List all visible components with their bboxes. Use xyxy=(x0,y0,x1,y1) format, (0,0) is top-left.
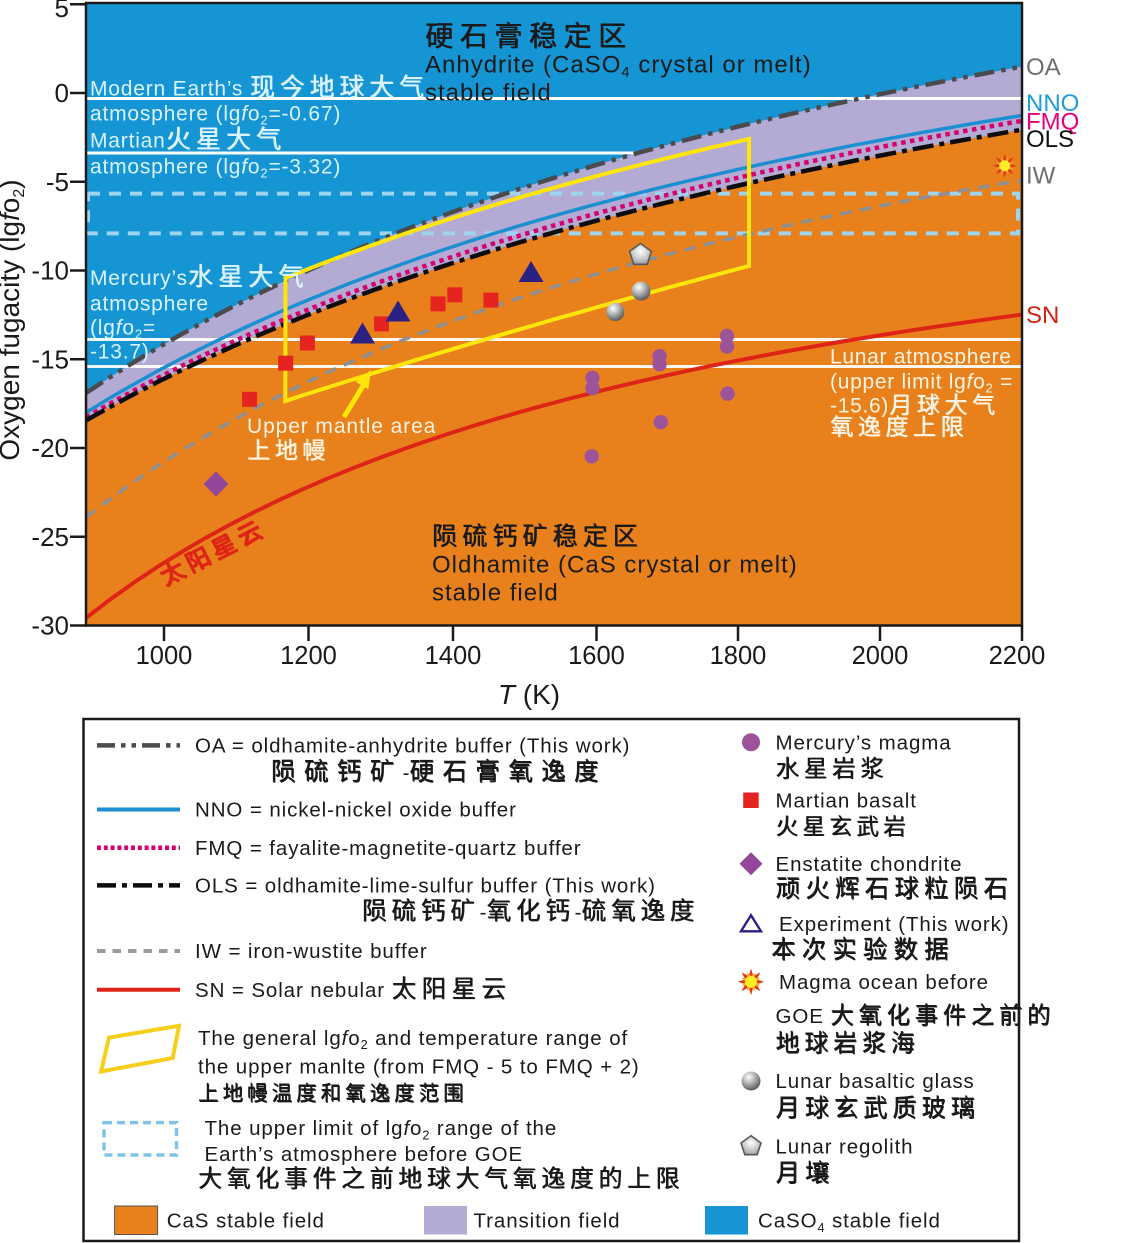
svg-text:NNO = nickel-nickel oxide buff: NNO = nickel-nickel oxide buffer xyxy=(195,799,517,822)
svg-text:Upper mantle area: Upper mantle area xyxy=(247,415,436,438)
svg-text:-30: -30 xyxy=(31,611,69,641)
svg-text:月球玄武质玻璃: 月球玄武质玻璃 xyxy=(776,1096,980,1123)
svg-text:1400: 1400 xyxy=(425,642,482,670)
svg-text:硬石膏稳定区: 硬石膏稳定区 xyxy=(426,21,634,52)
svg-text:stable field: stable field xyxy=(425,79,552,106)
svg-text:月球玄武质玻璃: 月球玄武质玻璃 xyxy=(776,1095,980,1122)
svg-text:上地幔: 上地幔 xyxy=(248,438,331,464)
svg-text:1000: 1000 xyxy=(136,642,193,670)
svg-text:水星岩浆: 水星岩浆 xyxy=(776,756,889,782)
svg-text:atmosphere (lgfo2=-0.67): atmosphere (lgfo2=-0.67) xyxy=(90,102,341,127)
svg-text:顽火辉石球粒陨石: 顽火辉石球粒陨石 xyxy=(776,875,1014,903)
svg-text:atmosphere (lgfo2=-3.32): atmosphere (lgfo2=-3.32) xyxy=(90,155,341,180)
svg-text:Magma ocean before: Magma ocean before xyxy=(779,971,989,994)
svg-text:Oxygen fugacity (lgfo2): Oxygen fugacity (lgfo2) xyxy=(0,179,28,460)
svg-text:FMQ: FMQ xyxy=(1026,108,1079,135)
svg-text:CaS stable field: CaS stable field xyxy=(167,1210,325,1233)
svg-text:大氧化事件之前地球大气氧逸度的上限: 大氧化事件之前地球大气氧逸度的上限 xyxy=(199,1166,685,1193)
svg-text:硬石膏稳定区: 硬石膏稳定区 xyxy=(425,20,633,51)
svg-text:Lunar basaltic glass: Lunar basaltic glass xyxy=(776,1070,975,1093)
svg-text:1800: 1800 xyxy=(710,642,767,670)
svg-text:-10: -10 xyxy=(31,256,69,286)
svg-text:SN: SN xyxy=(1026,302,1059,329)
svg-text:-25: -25 xyxy=(31,522,69,552)
svg-text:IW: IW xyxy=(1026,162,1056,189)
svg-text:大氧化事件之前地球大气氧逸度的上限: 大氧化事件之前地球大气氧逸度的上限 xyxy=(198,1165,684,1192)
svg-text:月壤: 月壤 xyxy=(776,1159,835,1187)
svg-text:月壤: 月壤 xyxy=(776,1160,835,1188)
svg-text:Mercury’s magma: Mercury’s magma xyxy=(776,732,952,755)
svg-text:氧逸度上限: 氧逸度上限 xyxy=(830,413,968,439)
svg-text:OA = oldhamite-anhydrite buffe: OA = oldhamite-anhydrite buffer (This wo… xyxy=(195,735,630,758)
svg-text:OA: OA xyxy=(1026,54,1061,81)
svg-text:OLS: OLS xyxy=(1026,126,1074,153)
svg-text:水星岩浆: 水星岩浆 xyxy=(776,755,889,781)
svg-text:1200: 1200 xyxy=(280,642,337,670)
svg-text:上地幔温度和氧逸度范围: 上地幔温度和氧逸度范围 xyxy=(198,1082,468,1105)
svg-text:Earth’s atmosphere before GOE: Earth’s atmosphere before GOE xyxy=(205,1143,524,1166)
svg-text:火星玄武岩: 火星玄武岩 xyxy=(776,814,911,839)
svg-text:-5: -5 xyxy=(46,167,69,197)
svg-text:本次实验数据: 本次实验数据 xyxy=(771,936,955,964)
svg-text:(lgfo2=: (lgfo2= xyxy=(90,316,156,341)
svg-text:GOE 大氧化事件之前的: GOE 大氧化事件之前的 xyxy=(776,1002,1056,1028)
svg-text:顽火辉石球粒陨石: 顽火辉石球粒陨石 xyxy=(776,875,1014,903)
svg-text:Enstatite chondrite: Enstatite chondrite xyxy=(776,853,963,876)
svg-text:陨硫钙矿稳定区: 陨硫钙矿稳定区 xyxy=(432,522,643,550)
svg-text:-15: -15 xyxy=(31,344,69,374)
svg-text:Modern Earth’s 现今地球大气: Modern Earth’s 现今地球大气 xyxy=(91,74,430,102)
svg-text:Mercury’s水星大气: Mercury’s水星大气 xyxy=(91,264,309,292)
svg-text:-15.6)月球大气: -15.6)月球大气 xyxy=(830,391,999,417)
svg-text:2000: 2000 xyxy=(852,642,909,670)
svg-text:陨硫钙矿-硬石膏氧逸度: 陨硫钙矿-硬石膏氧逸度 xyxy=(272,758,608,786)
svg-text:Experiment (This work): Experiment (This work) xyxy=(779,913,1010,936)
svg-text:陨硫钙矿稳定区: 陨硫钙矿稳定区 xyxy=(433,523,644,551)
svg-text:the upper manlte (from FMQ - 5: the upper manlte (from FMQ - 5 to FMQ + … xyxy=(198,1055,640,1078)
svg-text:Transition field: Transition field xyxy=(474,1210,621,1233)
svg-text:火星玄武岩: 火星玄武岩 xyxy=(776,815,911,840)
svg-text:T (K): T (K) xyxy=(498,679,560,710)
svg-text:氧逸度上限: 氧逸度上限 xyxy=(831,414,969,440)
svg-text:Martian火星大气: Martian火星大气 xyxy=(90,125,286,153)
svg-text:SN = Solar nebular 太阳星云: SN = Solar nebular 太阳星云 xyxy=(196,976,512,1004)
svg-text:Oldhamite (CaS crystal or melt: Oldhamite (CaS crystal or melt) xyxy=(432,551,798,578)
svg-text:atmosphere: atmosphere xyxy=(90,292,209,315)
svg-text:上地幔温度和氧逸度范围: 上地幔温度和氧逸度范围 xyxy=(199,1083,469,1106)
svg-text:2200: 2200 xyxy=(989,642,1046,670)
svg-text:stable field: stable field xyxy=(432,579,559,606)
svg-text:上地幔: 上地幔 xyxy=(247,437,330,463)
svg-text:1600: 1600 xyxy=(568,642,625,670)
svg-text:Anhydrite (CaSO4 crystal or me: Anhydrite (CaSO4 crystal or melt) xyxy=(425,51,812,81)
svg-text:0: 0 xyxy=(55,78,69,108)
svg-text:Lunar regolith: Lunar regolith xyxy=(776,1135,914,1158)
svg-text:-13.7): -13.7) xyxy=(90,340,150,363)
svg-text:Mercury’s水星大气: Mercury’s水星大气 xyxy=(90,263,308,291)
svg-text:Martian火星大气: Martian火星大气 xyxy=(91,126,287,154)
svg-text:The general lgfo2 and temperat: The general lgfo2 and temperature range … xyxy=(198,1027,628,1052)
svg-text:5: 5 xyxy=(55,0,69,23)
svg-text:CaSO4 stable field: CaSO4 stable field xyxy=(758,1210,941,1235)
svg-text:-15.6)月球大气: -15.6)月球大气 xyxy=(831,392,1000,418)
svg-text:-20: -20 xyxy=(31,433,69,463)
svg-text:陨硫钙矿-氧化钙-硫氧逸度: 陨硫钙矿-氧化钙-硫氧逸度 xyxy=(362,897,699,925)
svg-text:IW = iron-wustite buffer: IW = iron-wustite buffer xyxy=(195,940,428,963)
svg-text:SN = Solar nebular 太阳星云: SN = Solar nebular 太阳星云 xyxy=(195,975,511,1003)
svg-text:GOE 大氧化事件之前的: GOE 大氧化事件之前的 xyxy=(776,1003,1056,1029)
svg-text:地球岩浆海: 地球岩浆海 xyxy=(776,1030,920,1057)
svg-text:本次实验数据: 本次实验数据 xyxy=(772,936,956,964)
svg-text:The upper limit of lgfo2 range: The upper limit of lgfo2 range of the xyxy=(205,1117,558,1142)
svg-text:地球岩浆海: 地球岩浆海 xyxy=(776,1031,920,1058)
svg-text:OLS = oldhamite-lime-sulfur bu: OLS = oldhamite-lime-sulfur buffer (This… xyxy=(195,875,656,898)
svg-text:Lunar atmosphere: Lunar atmosphere xyxy=(830,345,1012,368)
svg-text:Martian basalt: Martian basalt xyxy=(776,790,917,813)
svg-text:陨硫钙矿-氧化钙-硫氧逸度: 陨硫钙矿-氧化钙-硫氧逸度 xyxy=(363,898,700,926)
svg-text:NNO: NNO xyxy=(1026,90,1079,117)
svg-text:FMQ = fayalite-magnetite-quart: FMQ = fayalite-magnetite-quartz buffer xyxy=(195,837,581,860)
svg-text:陨硫钙矿-硬石膏氧逸度: 陨硫钙矿-硬石膏氧逸度 xyxy=(271,758,607,786)
svg-text:(upper limit lgfo2 =: (upper limit lgfo2 = xyxy=(830,370,1013,395)
svg-text:Modern Earth’s 现今地球大气: Modern Earth’s 现今地球大气 xyxy=(90,73,429,101)
